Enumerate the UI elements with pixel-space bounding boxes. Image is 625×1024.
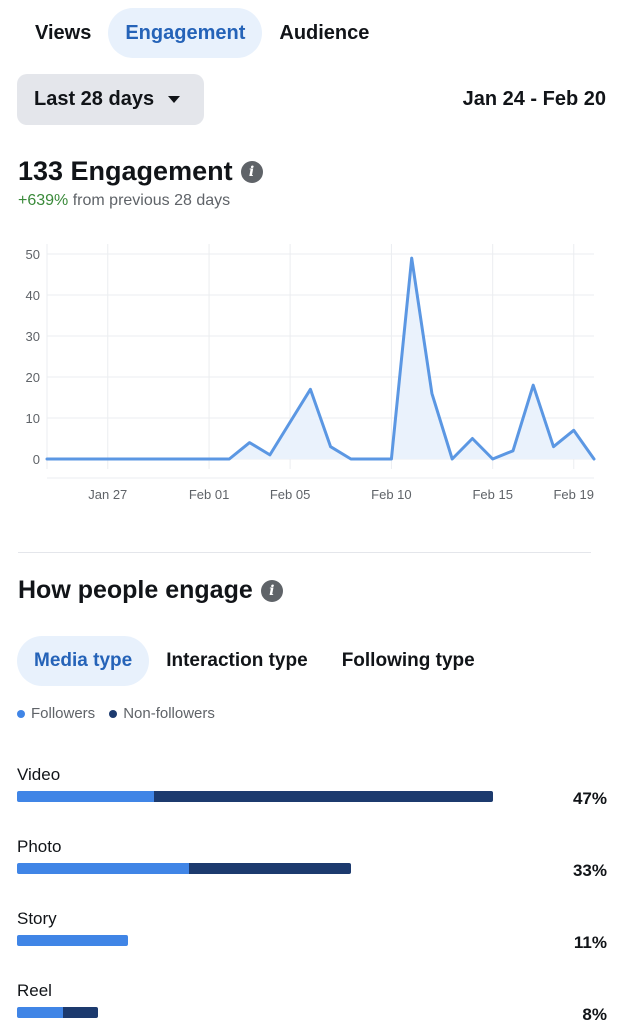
followers-segment <box>17 1007 63 1018</box>
non-followers-segment <box>153 791 493 802</box>
top-tabs: Views Engagement Audience <box>18 8 386 58</box>
tab-media-type[interactable]: Media type <box>17 636 150 686</box>
row-label: Video <box>17 765 61 784</box>
x-tick-label: Jan 27 <box>88 487 127 502</box>
date-range-text: Jan 24 - Feb 20 <box>462 88 606 110</box>
media-row-story: Story 11% <box>17 909 607 969</box>
media-row-photo: Photo 33% <box>17 837 607 897</box>
row-bar <box>17 791 493 802</box>
tab-following-type[interactable]: Following type <box>341 650 475 671</box>
engagement-chart: 0 10 20 30 40 50 Jan 27 Feb 01 Feb 05 Feb 10 Feb 1… <box>26 244 596 502</box>
non-followers-segment <box>189 863 352 874</box>
x-tick-label: Feb 01 <box>189 487 229 502</box>
non-followers-dot-icon <box>109 709 118 718</box>
followers-segment <box>17 863 190 874</box>
y-tick-label: 0 <box>33 452 40 467</box>
engagement-total: 133 Engagement i <box>18 156 263 187</box>
y-tick-label: 50 <box>26 247 40 262</box>
row-bar <box>17 1007 98 1018</box>
series-line <box>45 256 596 461</box>
row-label: Reel <box>17 981 52 1000</box>
x-tick-label: Feb 10 <box>371 487 411 502</box>
legend-label: Non-followers <box>123 705 215 722</box>
tab-interaction-type[interactable]: Interaction type <box>166 650 308 671</box>
legend: Followers Non-followers <box>17 705 229 722</box>
row-percent: 8% <box>582 1005 607 1024</box>
row-percent: 47% <box>572 789 607 808</box>
tab-views[interactable]: Views <box>35 21 92 44</box>
legend-non-followers: Non-followers <box>109 705 215 722</box>
delta-suffix: from previous 28 days <box>72 192 231 209</box>
info-icon[interactable]: i <box>240 160 263 183</box>
legend-followers: Followers <box>17 705 95 722</box>
media-row-video: Video 47% <box>17 765 607 825</box>
date-range-label: Last 28 days <box>34 88 155 110</box>
row-percent: 33% <box>572 861 607 880</box>
y-tick-label: 30 <box>26 329 40 344</box>
tab-audience[interactable]: Audience <box>279 21 370 44</box>
row-label: Story <box>17 909 57 928</box>
info-icon[interactable]: i <box>260 579 283 602</box>
date-range-dropdown[interactable]: Last 28 days <box>17 74 204 125</box>
section-title-text: How people engage <box>18 576 253 604</box>
row-bar <box>17 935 129 946</box>
y-tick-label: 40 <box>26 288 40 303</box>
x-tick-label: Feb 05 <box>270 487 310 502</box>
media-row-reel: Reel 8% <box>17 981 607 1024</box>
delta-value: +639% <box>18 192 69 209</box>
y-tick-label: 20 <box>26 370 40 385</box>
followers-dot-icon <box>17 709 25 718</box>
followers-segment <box>17 791 154 802</box>
section-divider <box>18 552 591 553</box>
followers-segment <box>17 935 129 946</box>
legend-label: Followers <box>31 705 96 722</box>
row-percent: 11% <box>573 933 607 952</box>
engagement-delta: +639% from previous 28 days <box>18 192 230 210</box>
x-tick-label: Feb 19 <box>553 487 593 502</box>
x-tick-label: Feb 15 <box>472 487 512 502</box>
row-label: Photo <box>17 837 62 856</box>
tab-engagement[interactable]: Engagement <box>108 8 263 58</box>
engage-subtabs: Media type Interaction type Following ty… <box>17 636 492 686</box>
caret-down-icon <box>168 96 181 103</box>
non-followers-segment <box>62 1007 98 1018</box>
row-bar <box>17 863 352 874</box>
series-area <box>47 258 594 459</box>
how-people-engage-title: How people engage i <box>18 576 283 605</box>
y-tick-label: 10 <box>26 411 40 426</box>
engagement-title: 133 Engagement <box>18 156 233 186</box>
